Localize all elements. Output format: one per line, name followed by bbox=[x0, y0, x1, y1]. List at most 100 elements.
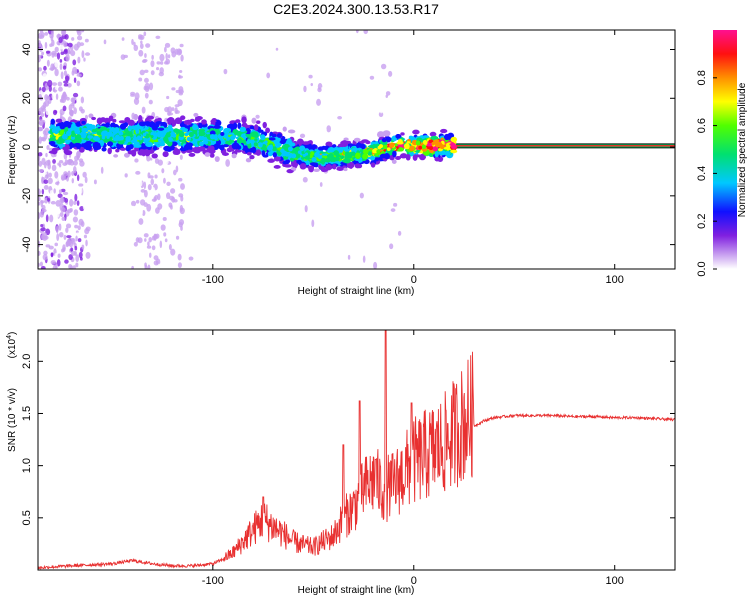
ridge-core bbox=[253, 142, 258, 147]
ridge-cell bbox=[115, 148, 120, 153]
ridge-cell bbox=[434, 150, 439, 158]
noise-cell bbox=[44, 197, 48, 204]
ridge-core bbox=[71, 133, 76, 138]
noise-cell bbox=[275, 47, 279, 51]
noise-cell bbox=[38, 240, 41, 248]
ridge-core bbox=[423, 141, 428, 145]
ridge-core bbox=[168, 137, 173, 142]
ridge-cell bbox=[119, 123, 127, 130]
noise-cell bbox=[323, 127, 327, 133]
ridge-cell bbox=[152, 145, 158, 151]
noise-cell bbox=[173, 169, 177, 176]
noise-cell bbox=[45, 152, 48, 158]
snr-series-line bbox=[38, 330, 675, 570]
ridge-cell bbox=[253, 124, 259, 131]
noise-cell bbox=[39, 210, 44, 218]
noise-cell bbox=[133, 241, 138, 247]
ridge-cell bbox=[450, 144, 457, 150]
noise-cell bbox=[67, 47, 70, 55]
ridge-core bbox=[340, 155, 345, 160]
noise-cell bbox=[73, 107, 77, 115]
noise-cell bbox=[78, 106, 83, 112]
ridge-core bbox=[328, 153, 334, 159]
noise-cell bbox=[38, 152, 43, 157]
noise-cell bbox=[168, 202, 173, 208]
noise-cell bbox=[57, 162, 61, 166]
ridge-cell bbox=[151, 153, 158, 159]
noise-cell bbox=[56, 52, 61, 60]
noise-cell bbox=[74, 155, 79, 161]
ridge-cell bbox=[88, 113, 94, 119]
snr-y-label: SNR (10 * v/v) bbox=[7, 388, 18, 452]
noise-cell bbox=[317, 87, 322, 93]
noise-cell bbox=[135, 253, 139, 258]
noise-cell bbox=[73, 43, 79, 51]
noise-cell bbox=[320, 87, 326, 91]
noise-cell bbox=[65, 53, 70, 62]
ridge-core bbox=[318, 154, 323, 160]
ridge-cell bbox=[157, 127, 165, 131]
noise-cell bbox=[43, 185, 49, 190]
noise-cell bbox=[200, 166, 204, 171]
noise-cell bbox=[60, 71, 64, 80]
noise-cell bbox=[149, 82, 154, 91]
ridge-cell bbox=[255, 120, 261, 124]
noise-cell bbox=[223, 68, 228, 75]
ridge-core bbox=[94, 136, 99, 142]
noise-cell bbox=[38, 211, 41, 220]
ridge-cell bbox=[231, 153, 237, 159]
ridge-cell bbox=[145, 141, 153, 148]
noise-cell bbox=[73, 77, 77, 84]
ridge-core bbox=[271, 146, 277, 152]
noise-cell bbox=[38, 201, 41, 206]
noise-cell bbox=[64, 259, 69, 264]
noise-cell bbox=[316, 98, 321, 106]
noise-cell bbox=[144, 264, 148, 269]
ridge-cell bbox=[159, 142, 166, 147]
noise-cell bbox=[153, 234, 158, 240]
ridge-cell bbox=[117, 140, 125, 145]
noise-cell bbox=[57, 253, 61, 258]
ridge-cell bbox=[101, 147, 107, 152]
ridge-cell bbox=[302, 141, 310, 145]
ridge-cell bbox=[250, 131, 259, 138]
noise-cell bbox=[362, 255, 366, 263]
ridge-cell bbox=[127, 119, 135, 127]
ridge-core bbox=[178, 131, 185, 138]
ridge-core bbox=[125, 136, 131, 143]
noise-cell bbox=[56, 233, 60, 241]
spectrogram-cells bbox=[38, 30, 675, 269]
noise-cell bbox=[38, 127, 44, 132]
ridge-cell bbox=[327, 146, 335, 153]
noise-cell bbox=[163, 232, 167, 237]
ridge-cell bbox=[412, 129, 420, 135]
noise-cell bbox=[63, 171, 68, 177]
ridge-cell bbox=[354, 163, 361, 169]
ridge-core bbox=[295, 153, 301, 159]
noise-cell bbox=[54, 61, 60, 68]
noise-cell bbox=[173, 92, 176, 98]
noise-cell bbox=[38, 57, 41, 63]
ridge-core bbox=[359, 149, 364, 153]
noise-cell bbox=[51, 50, 57, 56]
noise-cell bbox=[65, 75, 70, 82]
ridge-cell bbox=[48, 141, 56, 146]
ridge-cell bbox=[346, 161, 355, 169]
noise-cell bbox=[38, 160, 43, 167]
noise-cell bbox=[76, 80, 81, 87]
noise-cell bbox=[121, 37, 125, 41]
noise-cell bbox=[72, 216, 78, 223]
noise-cell bbox=[58, 36, 63, 43]
colorbar-tick-label: 0.4 bbox=[696, 166, 708, 181]
ridge-cell bbox=[110, 122, 116, 128]
noise-cell bbox=[147, 172, 151, 179]
ridge-cell bbox=[336, 166, 344, 171]
noise-cell bbox=[42, 235, 48, 241]
ridge-core bbox=[415, 140, 421, 146]
noise-cell bbox=[135, 199, 140, 204]
ridge-cell bbox=[343, 137, 349, 141]
noise-cell bbox=[84, 228, 90, 235]
ridge-cell bbox=[185, 149, 193, 154]
ridge-cell bbox=[183, 120, 191, 125]
